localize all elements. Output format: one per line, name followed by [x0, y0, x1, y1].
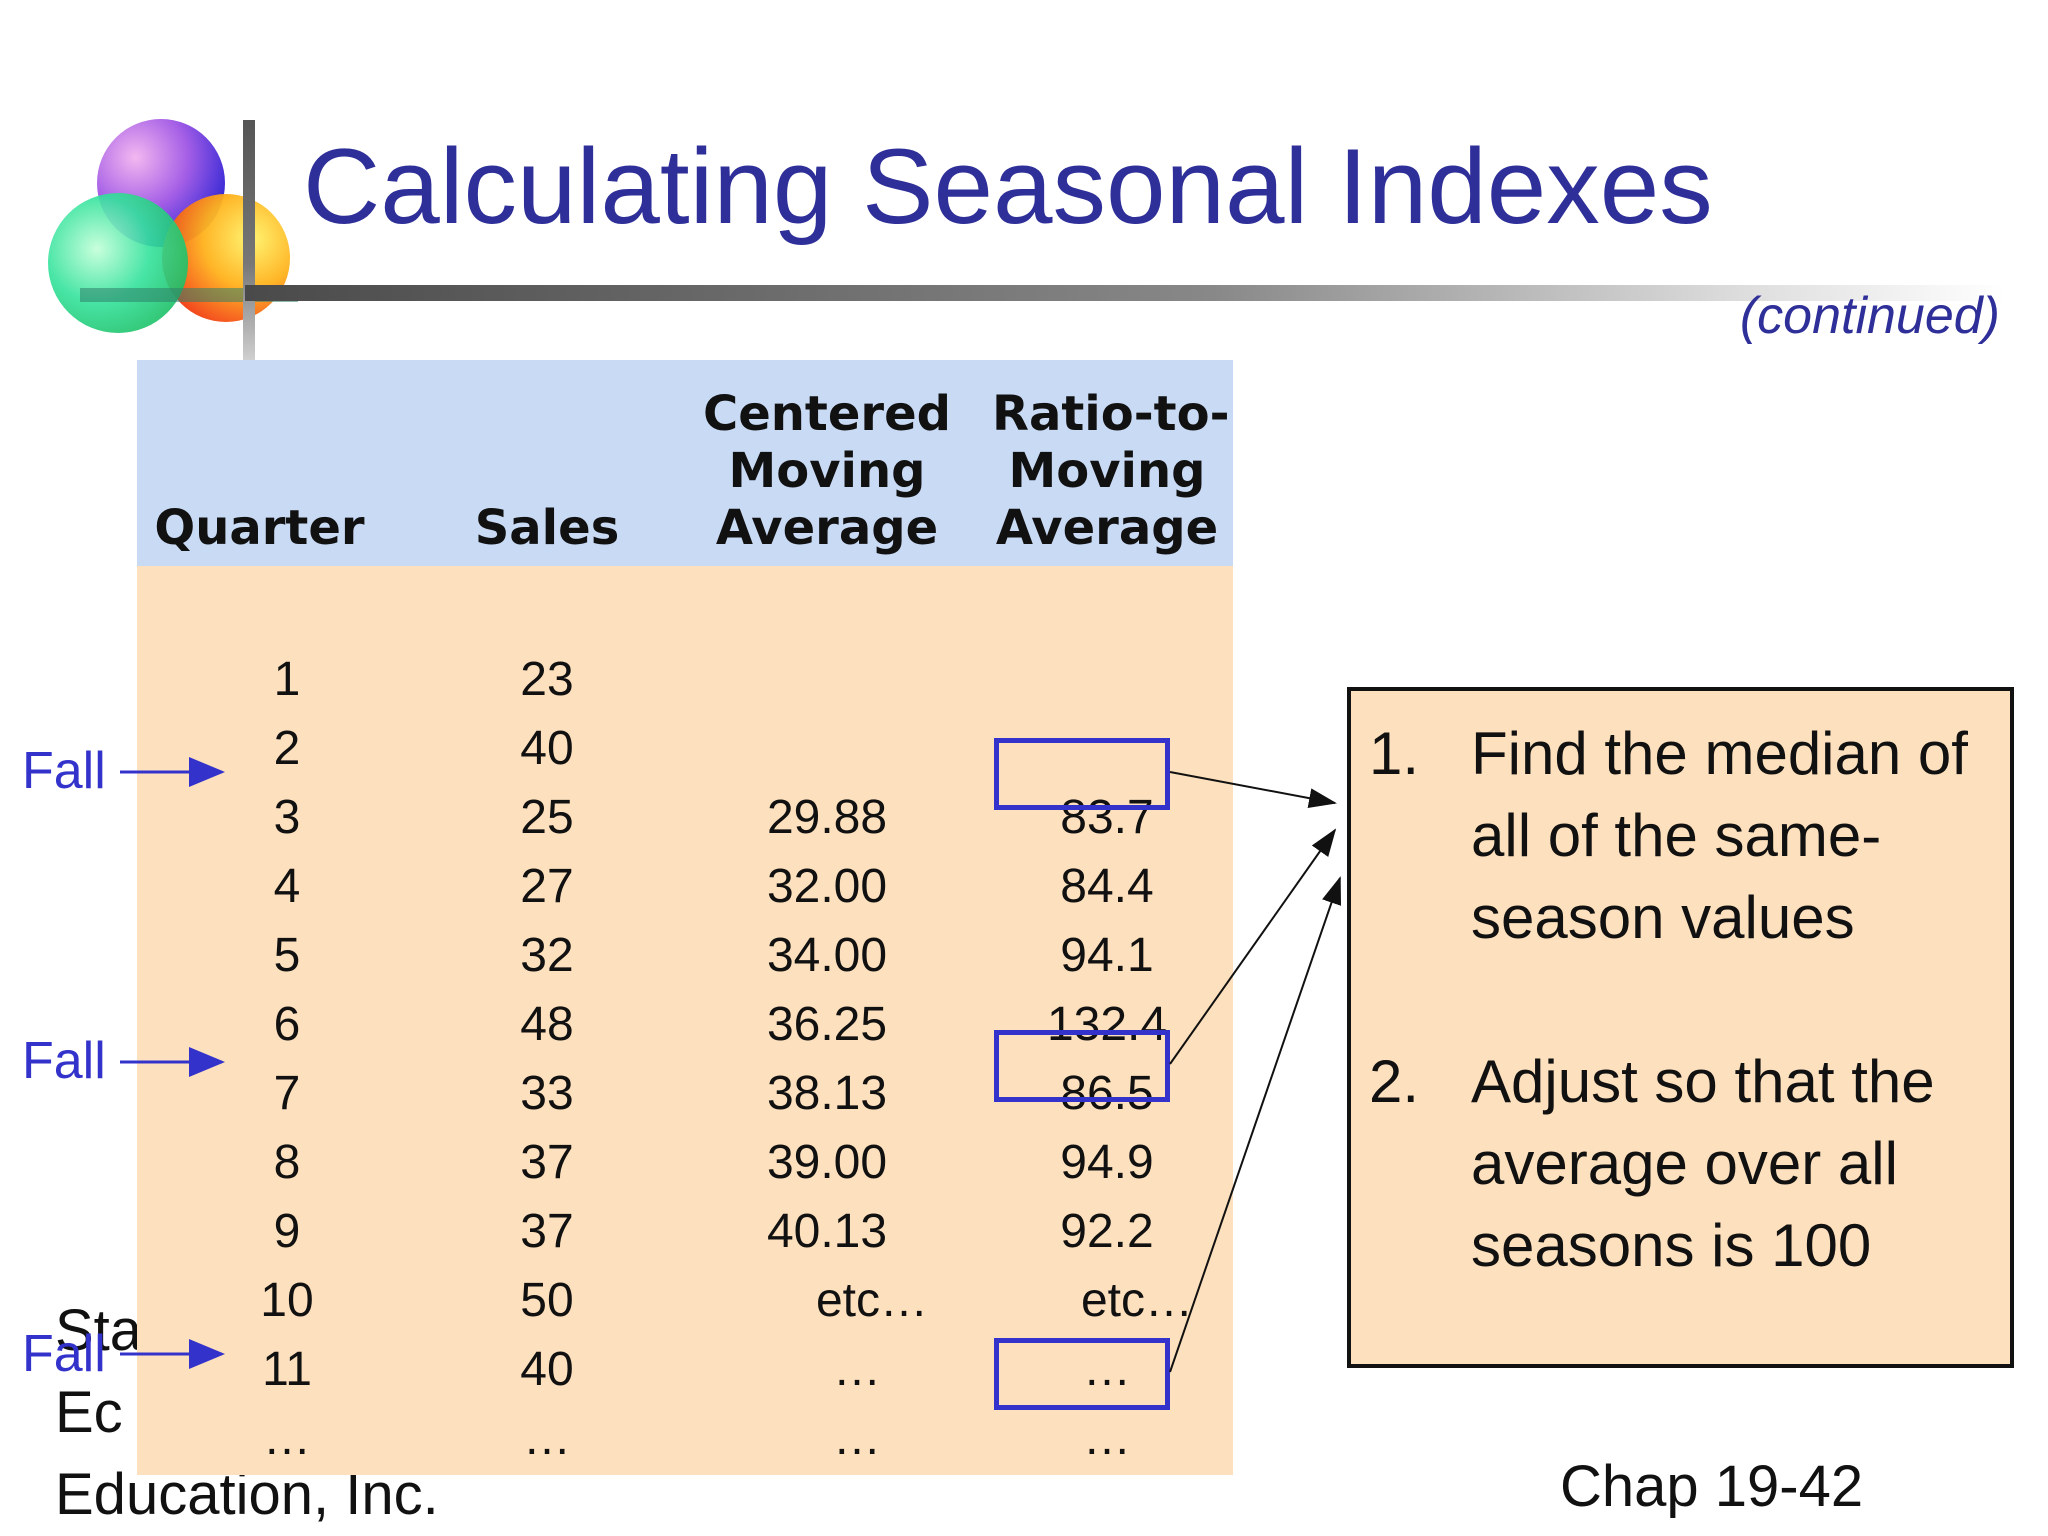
- cell-quarter: 3: [273, 791, 301, 844]
- cell-quarter: 2: [273, 722, 301, 775]
- cell-ratio: etc…: [1080, 1274, 1194, 1327]
- step-number: 1.: [1369, 720, 1420, 787]
- fall-label: Fall: [22, 1325, 106, 1383]
- cell-ratio: 83.7: [1060, 791, 1154, 844]
- table-row: 9 37 40.13 92.2: [137, 1197, 1233, 1266]
- cell-cma: 39.00: [766, 1136, 888, 1189]
- cell-sales: 32: [520, 929, 574, 982]
- cell-ratio: 84.4: [1060, 860, 1154, 913]
- seasonal-index-table: Quarter Sales Centered Moving Average Ra…: [137, 360, 1233, 1475]
- highlight-box-q3: [994, 738, 1170, 810]
- cell-cma: 40.13: [766, 1205, 888, 1258]
- cell-sales: 37: [520, 1136, 574, 1189]
- header-line: Moving: [728, 443, 926, 499]
- highlight-box-q7: [994, 1030, 1170, 1102]
- table-row: 4 27 32.00 84.4: [137, 852, 1233, 921]
- cell-ratio: 94.9: [1060, 1136, 1154, 1189]
- cell-quarter: 9: [273, 1205, 301, 1258]
- cell-quarter: 5: [273, 929, 301, 982]
- cell-quarter: 4: [273, 860, 301, 913]
- step-text: Find the median of all of the same-seaso…: [1471, 720, 1968, 951]
- cell-cma: 36.25: [766, 998, 888, 1051]
- title-vertical-bar: [243, 120, 255, 360]
- header-line: Average: [715, 500, 939, 556]
- cell-cma: 32.00: [766, 860, 888, 913]
- cell-cma: 38.13: [766, 1067, 888, 1120]
- cell-sales: 50: [520, 1274, 574, 1327]
- step-text: Adjust so that the average over all seas…: [1471, 1048, 1935, 1279]
- header-line: Sales: [474, 500, 620, 556]
- cell-sales: 40: [520, 722, 574, 775]
- cell-cma: …: [833, 1412, 881, 1465]
- table-row: 10 50 etc… etc…: [137, 1266, 1233, 1335]
- header-centered-moving-average: Centered Moving Average: [692, 386, 962, 557]
- cell-cma: …: [833, 1343, 881, 1396]
- cell-quarter: 8: [273, 1136, 301, 1189]
- header-line: Centered: [702, 386, 952, 442]
- table-row: 6 48 36.25 132.4: [137, 990, 1233, 1059]
- cell-sales: 48: [520, 998, 574, 1051]
- cell-ratio: …: [1083, 1343, 1131, 1396]
- cell-quarter: …: [263, 1412, 311, 1465]
- cell-sales: 33: [520, 1067, 574, 1120]
- slide-title: Calculating Seasonal Indexes: [303, 126, 1713, 246]
- cell-sales: 27: [520, 860, 574, 913]
- cell-ratio: 86.5: [1060, 1067, 1154, 1120]
- cell-cma: 34.00: [766, 929, 888, 982]
- header-line: Ratio-to-: [992, 386, 1230, 442]
- cell-sales: 25: [520, 791, 574, 844]
- header-quarter: Quarter: [137, 500, 382, 557]
- footer-line: Sta: [55, 1298, 143, 1363]
- cell-quarter: 6: [273, 998, 301, 1051]
- circles-logo-icon: [48, 119, 298, 333]
- cell-sales: 23: [520, 653, 574, 706]
- header-line: Quarter: [154, 500, 365, 556]
- cell-sales: 40: [520, 1343, 574, 1396]
- cell-quarter: 11: [262, 1343, 312, 1396]
- fall-label: Fall: [22, 742, 106, 800]
- table-row: 3 25 29.88 83.7: [137, 783, 1233, 852]
- highlight-box-q11: [994, 1338, 1170, 1410]
- header-line: Moving: [1008, 443, 1206, 499]
- cell-quarter: 10: [260, 1274, 314, 1327]
- table-row: 8 37 39.00 94.9: [137, 1128, 1233, 1197]
- steps-box: 1. Find the median of all of the same-se…: [1347, 687, 2014, 1368]
- cell-quarter: 1: [273, 653, 301, 706]
- title-rule: [245, 285, 2005, 301]
- header-line: Average: [995, 500, 1219, 556]
- cell-ratio: …: [1083, 1412, 1131, 1465]
- cell-quarter: 7: [273, 1067, 301, 1120]
- cell-cma: 29.88: [766, 791, 888, 844]
- table-row: 7 33 38.13 86.5: [137, 1059, 1233, 1128]
- step-number: 2.: [1369, 1048, 1420, 1115]
- slide-subtitle: (continued): [1739, 287, 2000, 345]
- footer-copyright: Sta Ec Education, Inc.: [55, 1290, 439, 1536]
- table-header: Quarter Sales Centered Moving Average Ra…: [137, 360, 1233, 566]
- cell-cma: etc…: [815, 1274, 929, 1327]
- cell-sales: 37: [520, 1205, 574, 1258]
- fall-label: Fall: [22, 1032, 106, 1090]
- cell-ratio: 92.2: [1060, 1205, 1154, 1258]
- slide-number: Chap 19-42: [1560, 1454, 1864, 1519]
- table-row: … … … …: [137, 1404, 1233, 1473]
- table-row: 1 23: [137, 645, 1233, 714]
- table-row: 2 40: [137, 714, 1233, 783]
- cell-ratio: 94.1: [1060, 929, 1154, 982]
- table-row: 5 32 34.00 94.1: [137, 921, 1233, 990]
- cell-sales: …: [523, 1412, 571, 1465]
- cell-ratio: 132.4: [1046, 998, 1168, 1051]
- table-row: 11 40 … …: [137, 1335, 1233, 1404]
- header-sales: Sales: [407, 500, 687, 557]
- footer-line: Ec: [55, 1380, 123, 1445]
- header-ratio-to-moving-average: Ratio-to- Moving Average: [992, 386, 1230, 557]
